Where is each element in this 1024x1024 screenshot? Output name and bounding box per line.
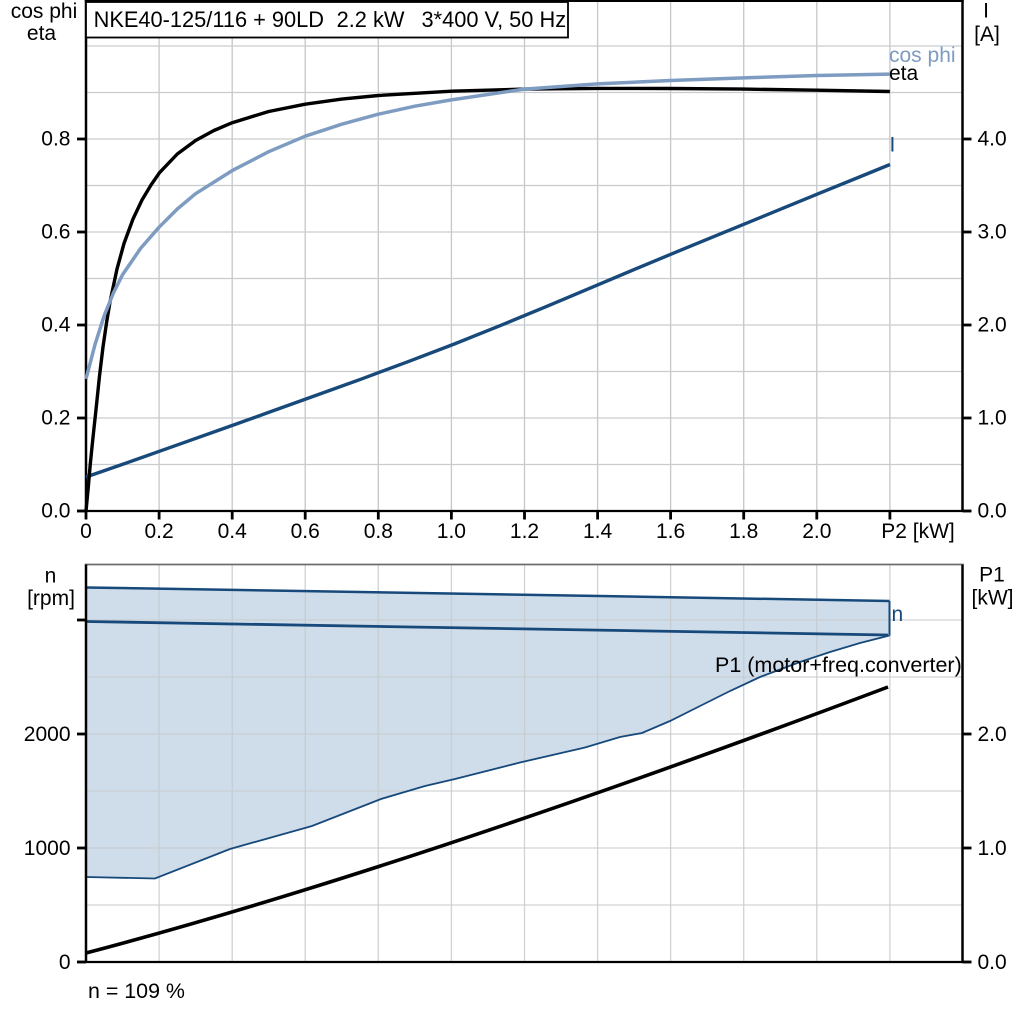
svg-text:n: n — [892, 603, 904, 626]
svg-text:P2 [kW]: P2 [kW] — [881, 520, 955, 543]
svg-text:0.0: 0.0 — [978, 499, 1007, 522]
svg-text:I: I — [890, 134, 896, 157]
svg-text:I: I — [983, 0, 989, 23]
svg-text:eta: eta — [27, 22, 57, 45]
svg-text:0: 0 — [59, 951, 71, 974]
svg-text:[A]: [A] — [974, 23, 1000, 46]
svg-text:[rpm]: [rpm] — [27, 587, 75, 610]
svg-text:1.2: 1.2 — [510, 520, 539, 543]
svg-text:1.8: 1.8 — [729, 520, 758, 543]
svg-text:1.4: 1.4 — [583, 520, 613, 543]
svg-text:1000: 1000 — [24, 837, 71, 860]
svg-text:2.0: 2.0 — [978, 723, 1007, 746]
svg-text:0.6: 0.6 — [291, 520, 320, 543]
svg-text:0.0: 0.0 — [978, 951, 1007, 974]
svg-text:P1: P1 — [979, 564, 1005, 587]
svg-text:2000: 2000 — [24, 723, 71, 746]
svg-text:0: 0 — [80, 520, 92, 543]
svg-text:n: n — [45, 565, 57, 588]
svg-text:0.0: 0.0 — [41, 499, 70, 522]
svg-text:[kW]: [kW] — [972, 587, 1014, 610]
svg-text:1.0: 1.0 — [978, 406, 1007, 429]
svg-text:P1 (motor+freq.converter): P1 (motor+freq.converter) — [715, 653, 962, 677]
svg-text:0.8: 0.8 — [364, 520, 393, 543]
svg-text:1.0: 1.0 — [437, 520, 466, 543]
svg-text:cos phi: cos phi — [11, 0, 78, 23]
svg-text:0.2: 0.2 — [144, 520, 173, 543]
svg-text:0.4: 0.4 — [218, 520, 248, 543]
svg-text:1.6: 1.6 — [656, 520, 685, 543]
svg-text:cos phi: cos phi — [889, 44, 956, 67]
svg-text:0.4: 0.4 — [41, 313, 71, 336]
svg-text:1.0: 1.0 — [978, 837, 1007, 860]
svg-text:2.0: 2.0 — [978, 313, 1007, 336]
svg-text:eta: eta — [889, 62, 919, 85]
svg-text:3.0: 3.0 — [978, 220, 1007, 243]
svg-text:0.2: 0.2 — [41, 406, 70, 429]
svg-text:0.8: 0.8 — [41, 127, 70, 150]
svg-text:0.6: 0.6 — [41, 220, 70, 243]
svg-text:4.0: 4.0 — [978, 127, 1007, 150]
svg-text:n = 109 %: n = 109 % — [88, 979, 185, 1003]
svg-text:2.0: 2.0 — [802, 520, 831, 543]
